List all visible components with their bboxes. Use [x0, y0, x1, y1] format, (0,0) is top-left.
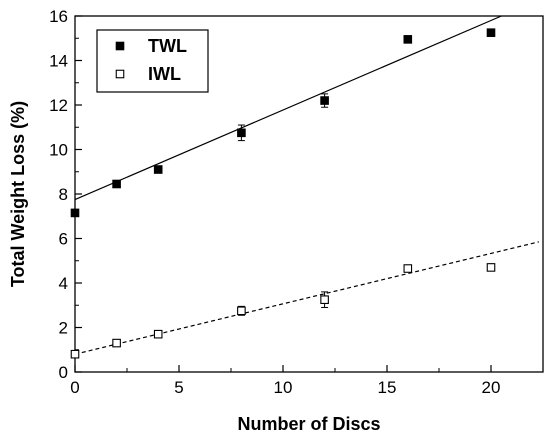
fit-line-twl: [74, 15, 502, 201]
x-tick-label: 0: [70, 378, 79, 397]
y-tick-label: 2: [59, 319, 68, 338]
point-iwl: [320, 295, 329, 304]
x-tick-label: 20: [482, 378, 501, 397]
point-iwl: [112, 338, 121, 348]
point-twl: [403, 35, 413, 44]
legend: TWL IWL: [96, 29, 209, 93]
point-iwl: [237, 306, 246, 316]
y-tick-label: 4: [59, 274, 68, 293]
point-twl: [237, 128, 246, 138]
x-axis-title: Number of Discs: [237, 414, 380, 434]
y-axis-title: Total Weight Loss (%): [8, 101, 28, 287]
x-tick-label: 15: [378, 378, 397, 397]
legend-label-iwl: IWL: [148, 64, 181, 84]
fit-lines: [74, 15, 539, 355]
point-twl: [112, 179, 121, 189]
point-iwl: [486, 263, 496, 272]
point-iwl: [70, 349, 80, 359]
legend-label-twl: TWL: [148, 36, 187, 56]
legend-box: [96, 29, 209, 93]
y-tick-label: 6: [59, 230, 68, 249]
data-markers: [70, 28, 496, 359]
fit-line-iwl: [74, 241, 539, 355]
axis-ticks: 0 5 10 15 20 0 2 4 6 8 10 12 14 16: [49, 7, 500, 397]
point-twl: [70, 208, 80, 218]
point-iwl: [153, 329, 163, 339]
point-twl: [320, 96, 329, 105]
y-tick-label: 16: [49, 7, 68, 26]
y-tick-label: 12: [49, 96, 68, 115]
y-tick-label: 14: [49, 52, 68, 71]
point-iwl: [403, 264, 413, 273]
point-twl: [153, 165, 163, 174]
x-tick-label: 5: [174, 378, 183, 397]
point-twl: [486, 28, 496, 37]
x-tick-label: 10: [274, 378, 293, 397]
y-tick-label: 10: [49, 141, 68, 160]
y-tick-label: 8: [59, 185, 68, 204]
y-tick-label: 0: [59, 363, 68, 382]
legend-marker-twl: [115, 41, 125, 51]
legend-marker-iwl: [115, 69, 125, 79]
